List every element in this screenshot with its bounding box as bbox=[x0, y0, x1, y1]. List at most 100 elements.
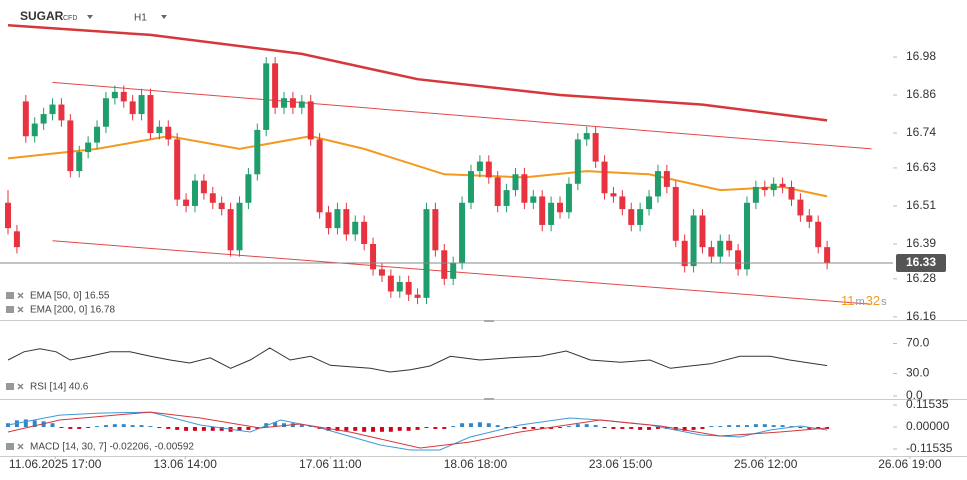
histogram-bar bbox=[166, 427, 171, 429]
candle-body bbox=[681, 240, 688, 267]
candle-body bbox=[797, 199, 804, 216]
legend-icon bbox=[6, 443, 14, 450]
histogram-bar bbox=[344, 427, 349, 431]
candle-body bbox=[307, 101, 314, 140]
legend-label: EMA [200, 0] 16.78 bbox=[30, 305, 115, 316]
candle-body bbox=[218, 202, 225, 210]
histogram-bar bbox=[691, 427, 696, 430]
histogram-bar bbox=[184, 427, 189, 431]
histogram-bar bbox=[246, 427, 251, 430]
histogram-bar bbox=[112, 424, 117, 428]
histogram-bar bbox=[558, 427, 563, 428]
legend-close[interactable] bbox=[17, 292, 24, 299]
histogram-bar bbox=[504, 427, 509, 428]
candle-body bbox=[209, 193, 216, 203]
legend-close[interactable] bbox=[17, 306, 24, 313]
y-tick-label: 16.86 bbox=[906, 87, 936, 101]
histogram-bar bbox=[611, 427, 616, 429]
candle-body bbox=[628, 209, 635, 225]
histogram-bar bbox=[495, 425, 500, 428]
candle-body bbox=[735, 250, 742, 270]
candle-body bbox=[40, 114, 47, 124]
legend-close[interactable] bbox=[17, 443, 24, 450]
histogram-bar bbox=[575, 424, 580, 428]
y-tick-label: 16.74 bbox=[906, 125, 936, 139]
candle-body bbox=[779, 183, 786, 187]
candle-body bbox=[334, 209, 341, 229]
candle-body bbox=[165, 126, 172, 140]
candle-body bbox=[654, 171, 661, 197]
countdown-part: s bbox=[881, 296, 887, 308]
candle-body bbox=[717, 240, 724, 257]
histogram-bar bbox=[210, 427, 215, 431]
histogram-bar bbox=[522, 427, 527, 429]
resize-handle[interactable] bbox=[484, 320, 494, 322]
indicator-line bbox=[7, 411, 828, 451]
candle-body bbox=[5, 202, 12, 229]
histogram-bar bbox=[59, 427, 64, 428]
candle-body bbox=[254, 129, 261, 175]
histogram-bar bbox=[736, 425, 741, 428]
candle-body bbox=[289, 98, 296, 108]
last-price-badge bbox=[896, 253, 946, 272]
candle-body bbox=[824, 247, 831, 263]
histogram-bar bbox=[531, 427, 536, 429]
candle-body bbox=[646, 196, 653, 210]
candle-body bbox=[672, 186, 679, 241]
y-tick-label: 70.0 bbox=[906, 336, 930, 350]
candle-body bbox=[432, 209, 439, 251]
indicator-line bbox=[7, 347, 828, 373]
histogram-bar bbox=[655, 427, 660, 429]
legend-icon bbox=[6, 383, 14, 390]
histogram-bar bbox=[6, 423, 11, 428]
candle-body bbox=[548, 202, 555, 225]
candle-body bbox=[637, 209, 644, 225]
legend-close[interactable] bbox=[17, 383, 24, 390]
candle-body bbox=[423, 209, 430, 298]
candle-body bbox=[503, 190, 510, 206]
candle-body bbox=[815, 221, 822, 248]
histogram-bar bbox=[415, 427, 420, 430]
candle-body bbox=[263, 63, 270, 130]
histogram-bar bbox=[362, 427, 367, 432]
timeframe[interactable]: H1 bbox=[134, 13, 147, 24]
resize-handle[interactable] bbox=[484, 398, 494, 400]
histogram-bar bbox=[335, 427, 340, 431]
histogram-bar bbox=[451, 426, 456, 428]
histogram-bar bbox=[816, 427, 821, 429]
candle-body bbox=[387, 275, 394, 292]
histogram-bar bbox=[771, 425, 776, 428]
y-tick-label: 16.16 bbox=[906, 309, 936, 323]
x-tick-label: 23.06 15:00 bbox=[589, 457, 653, 471]
y-tick-label: 0.11535 bbox=[906, 397, 949, 411]
histogram-bar bbox=[442, 427, 447, 429]
histogram-bar bbox=[121, 424, 126, 428]
candle-body bbox=[245, 174, 252, 203]
candle-body bbox=[22, 101, 29, 137]
histogram-bar bbox=[379, 427, 384, 432]
histogram-bar bbox=[157, 427, 162, 428]
candle-body bbox=[281, 98, 288, 108]
legend-label: EMA [50, 0] 16.55 bbox=[30, 291, 110, 302]
dropdown-arrow[interactable] bbox=[87, 15, 93, 19]
candle-body bbox=[708, 247, 715, 257]
countdown-part: m bbox=[856, 296, 865, 308]
histogram-bar bbox=[50, 423, 55, 428]
histogram-bar bbox=[540, 427, 545, 429]
candle-body bbox=[316, 139, 323, 213]
candle-body bbox=[58, 104, 65, 121]
candle-body bbox=[450, 262, 457, 279]
histogram-bar bbox=[780, 425, 785, 428]
histogram-bar bbox=[139, 425, 144, 428]
y-tick-label: 0.0 bbox=[906, 388, 923, 402]
histogram-bar bbox=[433, 427, 438, 429]
candle-body bbox=[174, 139, 181, 200]
histogram-bar bbox=[593, 425, 598, 428]
histogram-bar bbox=[744, 425, 749, 428]
histogram-bar bbox=[709, 426, 714, 428]
candle-body bbox=[129, 101, 136, 115]
dropdown-arrow[interactable] bbox=[161, 15, 167, 19]
symbol[interactable]: SUGAR bbox=[20, 9, 64, 23]
histogram-bar bbox=[371, 427, 376, 432]
